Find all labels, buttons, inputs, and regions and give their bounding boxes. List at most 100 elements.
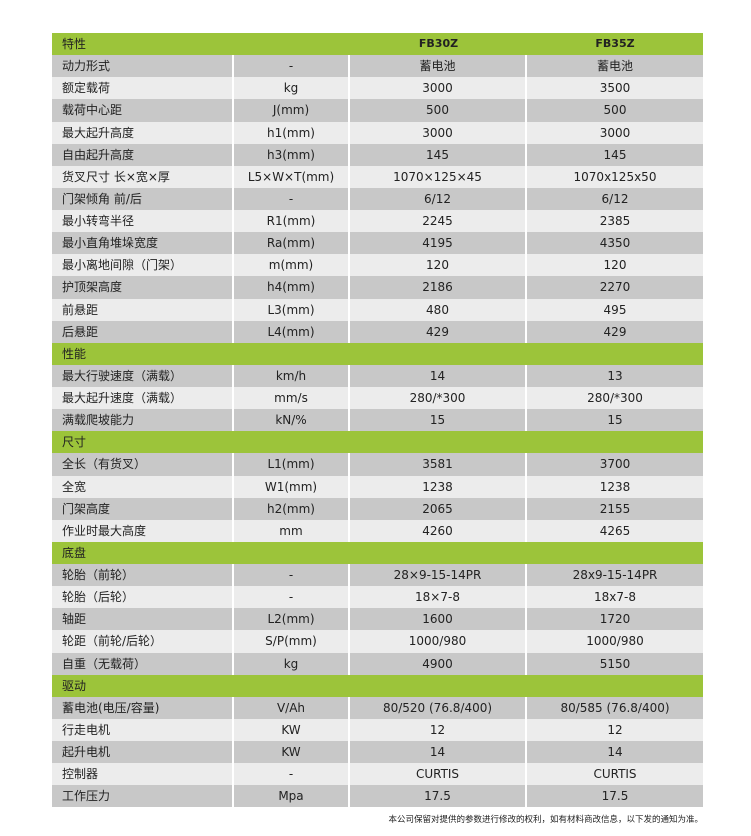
spec-value-fb30z: 4900 — [350, 652, 527, 675]
spec-value-fb30z: 280/*300 — [350, 387, 527, 410]
spec-unit: h1(mm) — [234, 121, 350, 144]
spec-value-fb35z: 280/*300 — [587, 391, 643, 405]
spec-unit: J(mm) — [234, 99, 350, 122]
spec-value-fb35z: 3500 — [599, 81, 631, 96]
spec-value-fb30z: 14 — [350, 364, 527, 387]
spec-value-fb30z: 6/12 — [350, 187, 527, 210]
section-header-row: 尺寸 — [52, 431, 703, 454]
spec-value-fb30z: 80/520 (76.8/400) — [350, 696, 527, 719]
spec-value-fb35z: 12 — [607, 722, 623, 737]
spec-value-fb35z: 13 — [607, 368, 623, 383]
spec-label: 最大起升速度（满载） — [52, 387, 234, 410]
spec-label: 载荷中心距 — [52, 99, 234, 122]
header-label: 特性 — [62, 37, 87, 51]
spec-value-fb30z: 12 — [350, 718, 527, 741]
spec-label: 自重（无载荷） — [52, 652, 234, 675]
table-row: 起升电机 KW 14 14 — [52, 741, 703, 764]
spec-unit: S/P(mm) — [234, 630, 350, 653]
spec-value-fb35z: 500 — [603, 103, 627, 118]
spec-value-fb30z: 18×7-8 — [350, 586, 527, 609]
spec-unit: mm — [234, 519, 350, 542]
table-row: 动力形式 - 蓄电池 蓄电池 — [52, 55, 703, 78]
spec-label: 后悬距 — [52, 320, 234, 343]
spec-unit: h2(mm) — [234, 497, 350, 520]
spec-unit: - — [234, 55, 350, 78]
spec-unit: kN/% — [234, 409, 350, 432]
table-row: 轮胎（前轮） -28×9-15-14PR 28x9-15-14PR — [52, 564, 703, 587]
spec-unit: h3(mm) — [234, 143, 350, 166]
table-row: 行走电机 KW 12 12 — [52, 718, 703, 741]
spec-value-fb35z: 2155 — [599, 501, 631, 516]
spec-label: 行走电机 — [52, 718, 234, 741]
spec-label: 控制器 — [52, 763, 234, 786]
table-row: 最大起升高度 h1(mm) 3000 3000 — [52, 121, 703, 144]
spec-value-fb30z: 480 — [350, 298, 527, 321]
spec-value-fb30z: 3000 — [350, 77, 527, 100]
spec-value-fb35z: 145 — [603, 147, 627, 162]
spec-label: 最小直角堆垛宽度 — [52, 232, 234, 255]
spec-value-fb30z: 1600 — [350, 608, 527, 631]
table-row: 最小直角堆垛宽度 Ra(mm) 4195 4350 — [52, 232, 703, 255]
section-title: 底盘 — [62, 545, 87, 560]
spec-label: 起升电机 — [52, 741, 234, 764]
spec-unit: L4(mm) — [234, 320, 350, 343]
spec-label: 轴距 — [52, 608, 234, 631]
table-row: 全宽 W1(mm) 1238 1238 — [52, 475, 703, 498]
table-row: 前悬距 L3(mm) 480 495 — [52, 298, 703, 321]
spec-value-fb35z: 3000 — [599, 125, 631, 140]
spec-label: 前悬距 — [52, 298, 234, 321]
spec-unit: kg — [234, 652, 350, 675]
spec-unit: L3(mm) — [234, 298, 350, 321]
spec-unit: KW — [234, 741, 350, 764]
spec-unit: h4(mm) — [234, 276, 350, 299]
spec-value-fb35z: 3700 — [599, 457, 631, 472]
spec-unit: m(mm) — [234, 254, 350, 277]
spec-unit: mm/s — [234, 387, 350, 410]
spec-unit: W1(mm) — [234, 475, 350, 498]
header-unit — [234, 33, 350, 55]
table-header-row: 特性 FB30Z FB35Z — [52, 33, 703, 56]
table-row: 轮距（前轮/后轮） S/P(mm) 1000/980 1000/980 — [52, 630, 703, 653]
spec-value-fb30z: 429 — [350, 320, 527, 343]
spec-value-fb35z: 80/585 (76.8/400) — [560, 700, 670, 715]
spec-value-fb30z: 120 — [350, 254, 527, 277]
table-row: 轮胎（后轮） -18×7-8 18x7-8 — [52, 586, 703, 609]
spec-value-fb35z: 6/12 — [601, 191, 629, 206]
spec-value-fb35z: 14 — [607, 745, 623, 759]
spec-value-fb30z: 2186 — [350, 276, 527, 299]
spec-unit: - — [234, 187, 350, 210]
footnote: 本公司保留对提供的参数进行修改的权利，如有材料商改信息，以下发的通知为准。 — [388, 815, 703, 825]
spec-value-fb30z: 1238 — [350, 475, 527, 498]
spec-label: 全宽 — [52, 475, 234, 498]
header-model-b: FB35Z — [595, 37, 635, 50]
spec-label: 工作压力 — [52, 785, 234, 808]
spec-unit: kg — [234, 77, 350, 100]
spec-label: 最小离地间隙（门架） — [52, 254, 234, 277]
spec-unit: V/Ah — [234, 696, 350, 719]
spec-value-fb35z: 4350 — [599, 236, 631, 251]
spec-unit: L2(mm) — [234, 608, 350, 631]
spec-value-fb30z: 17.5 — [350, 785, 527, 808]
table-row: 控制器 - CURTIS CURTIS — [52, 763, 703, 786]
table-row: 满载爬坡能力 kN/% 15 15 — [52, 409, 703, 432]
spec-unit: L5×W×T(mm) — [234, 165, 350, 188]
spec-value-fb30z: 500 — [350, 99, 527, 122]
section-title: 尺寸 — [62, 435, 87, 450]
table-row: 门架高度 h2(mm) 2065 2155 — [52, 497, 703, 520]
spec-value-fb30z: 2245 — [350, 210, 527, 233]
spec-label: 全长（有货叉） — [52, 453, 234, 476]
spec-unit: - — [234, 763, 350, 786]
table-row: 后悬距 L4(mm) 429 429 — [52, 320, 703, 343]
spec-value-fb35z: 429 — [603, 324, 627, 339]
spec-value-fb30z: 28×9-15-14PR — [350, 564, 527, 587]
table-row: 载荷中心距 J(mm) 500 500 — [52, 99, 703, 122]
spec-label: 作业时最大高度 — [52, 519, 234, 542]
spec-value-fb35z: 蓄电池 — [596, 59, 633, 74]
spec-label: 护顶架高度 — [52, 276, 234, 299]
spec-label: 自由起升高度 — [52, 143, 234, 166]
spec-value-fb35z: 15 — [607, 413, 623, 428]
spec-value-fb30z: 3000 — [350, 121, 527, 144]
spec-label: 门架倾角 前/后 — [52, 187, 234, 210]
spec-label: 轮胎（前轮） — [52, 564, 234, 587]
spec-value-fb35z: 495 — [603, 302, 627, 317]
